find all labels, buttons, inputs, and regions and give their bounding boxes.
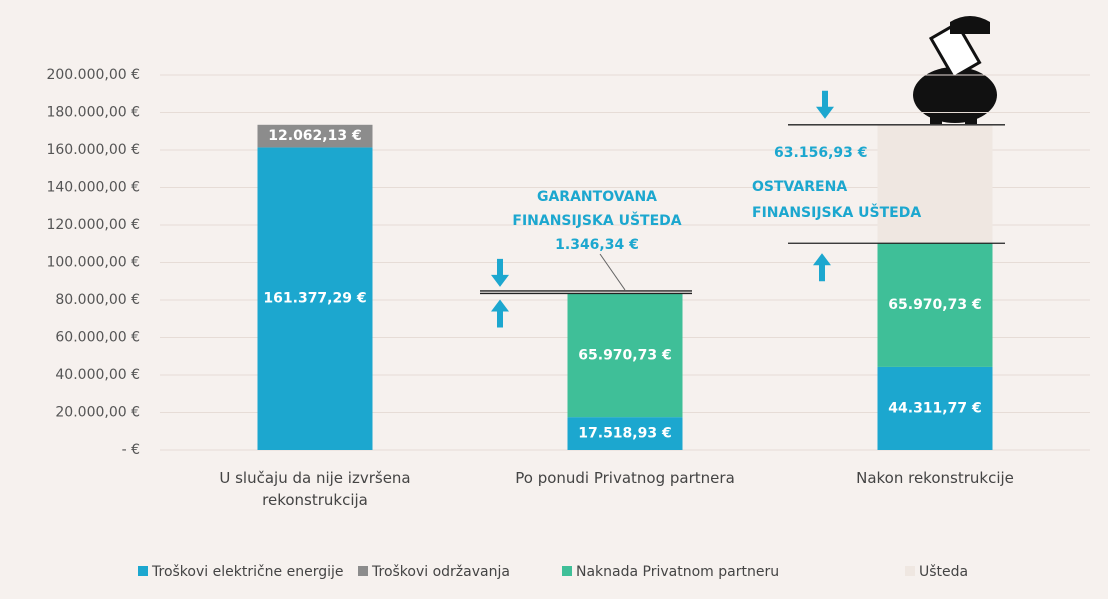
y-tick-label: - € [122, 442, 140, 458]
y-tick-label: 60.000,00 € [55, 330, 140, 346]
legend-label: Troškovi električne energije [151, 564, 343, 580]
value-label: 12.062,13 € [268, 128, 361, 144]
value-label: 44.311,77 € [888, 400, 981, 416]
annotation: FINANSIJSKA UŠTEDA [752, 203, 921, 221]
legend-label: Naknada Privatnom partneru [576, 564, 779, 580]
y-tick-label: 160.000,00 € [46, 142, 140, 158]
leader [599, 253, 626, 291]
y-tick-label: 120.000,00 € [46, 217, 140, 233]
x-tick-label: Po ponudi Privatnog partnera [515, 469, 735, 487]
y-tick-label: 20.000,00 € [55, 405, 140, 421]
piggy-icon [913, 16, 997, 124]
arrow [491, 299, 509, 328]
y-tick-label: 140.000,00 € [46, 180, 140, 196]
arrow [813, 253, 831, 282]
annotation-value: 1.346,34 € [555, 237, 639, 253]
y-tick-label: 100.000,00 € [46, 255, 140, 271]
y-tick-label: 80.000,00 € [55, 292, 140, 308]
bar-segment [257, 147, 373, 450]
y-tick-label: 200.000,00 € [46, 67, 140, 83]
legend-label: Troškovi održavanja [371, 564, 510, 580]
value-label: 161.377,29 € [263, 291, 366, 307]
annotation: OSTVARENA [752, 179, 847, 195]
y-tick-label: 40.000,00 € [55, 367, 140, 383]
bar-segment [567, 417, 683, 450]
arrow [491, 258, 509, 287]
x-tick-label: U slučaju da nije izvršena rekonstrukcij… [219, 469, 411, 509]
bar-segment [567, 293, 683, 418]
bar-segment [877, 243, 993, 367]
legend-swatch [138, 566, 148, 576]
legend-swatch [905, 566, 915, 576]
annotation: GARANTOVANA [537, 189, 657, 205]
arrow [816, 90, 834, 119]
bar-segment [877, 366, 993, 450]
value-label: 65.970,73 € [888, 297, 981, 313]
legend-swatch [358, 566, 368, 576]
x-tick-label: Nakon rekonstrukcije [856, 469, 1014, 487]
y-tick-label: 180.000,00 € [46, 105, 140, 121]
value-label: 63.156,93 € [774, 145, 867, 161]
value-label: 65.970,73 € [578, 347, 671, 363]
legend-label: Ušteda [919, 564, 968, 580]
value-label: 17.518,93 € [578, 426, 671, 442]
legend-swatch [562, 566, 572, 576]
bar-segment [257, 124, 373, 148]
annotation: FINANSIJSKA UŠTEDA [512, 211, 681, 229]
bar-segment [877, 124, 993, 244]
